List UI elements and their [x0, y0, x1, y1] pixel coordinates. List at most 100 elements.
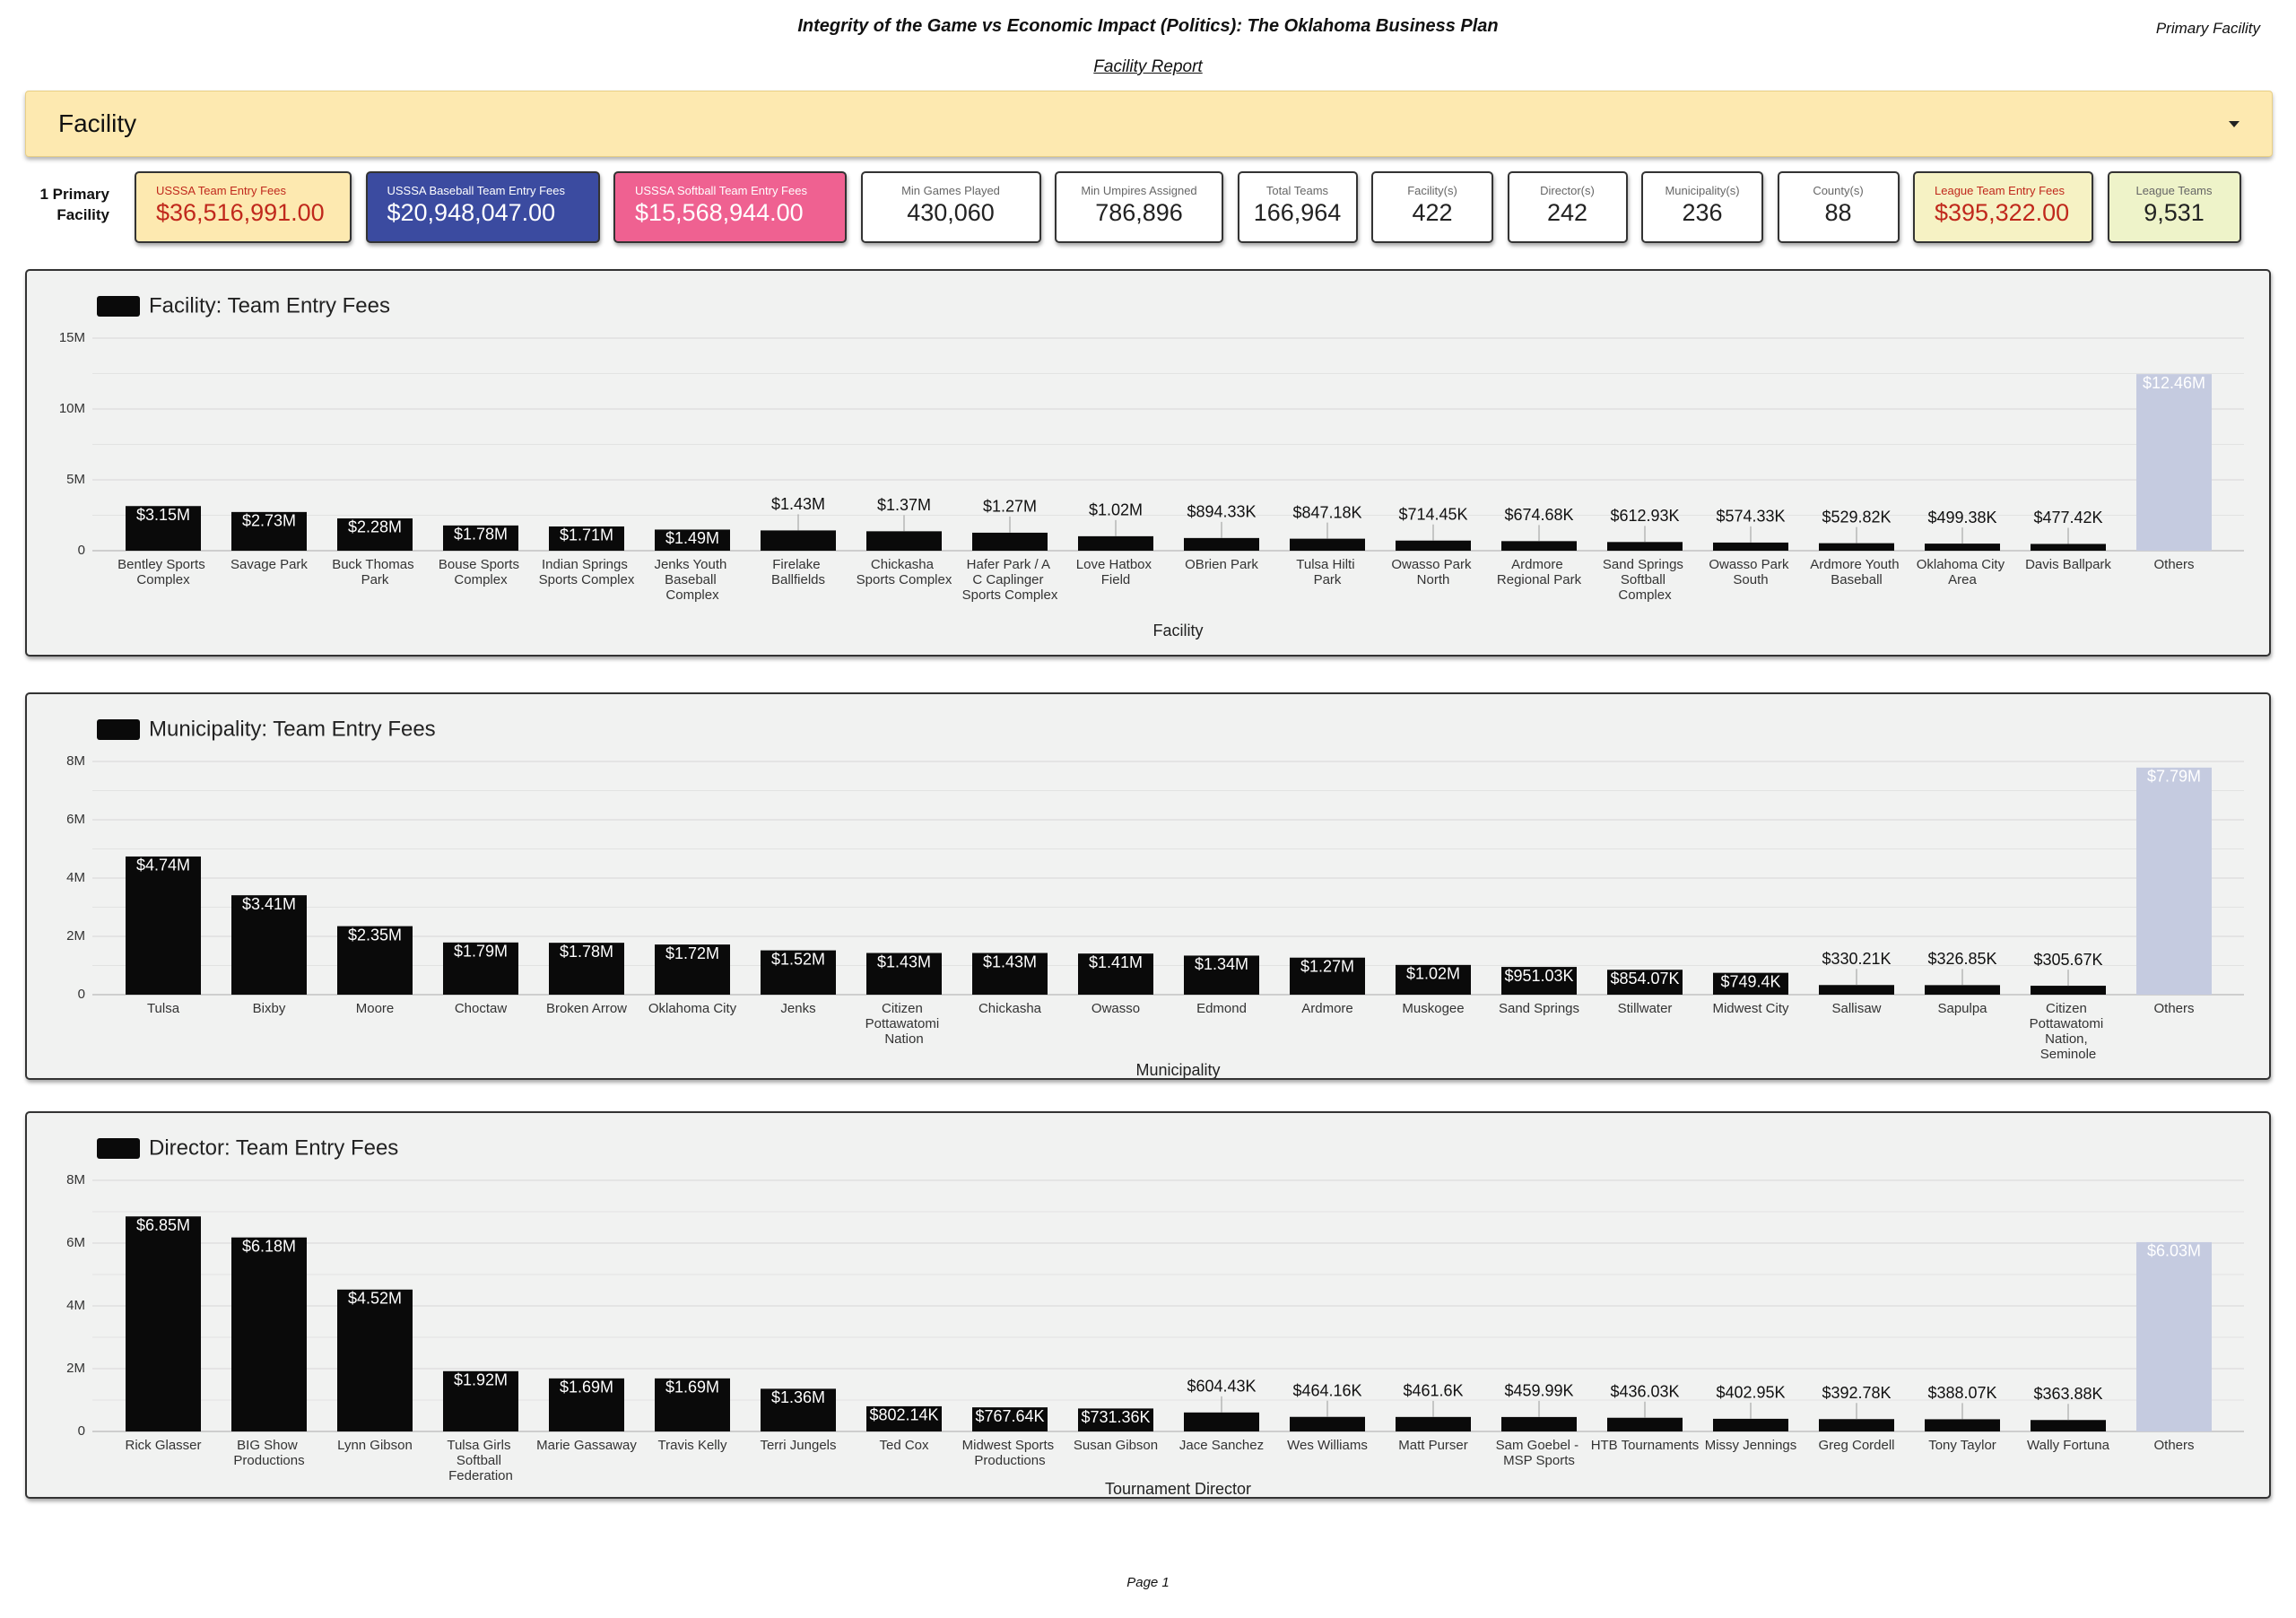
bar [1819, 1419, 1894, 1431]
kpi-value: $15,568,944.00 [635, 199, 804, 226]
bar [443, 942, 518, 995]
x-tick-label: Sapulpa [1937, 1001, 1987, 1016]
value-label: $749.4K [1720, 972, 1780, 990]
kpi-card: County(s) 88 [1777, 171, 1900, 243]
bar [1396, 1416, 1471, 1431]
x-tick-label: Oklahoma City [648, 1001, 737, 1016]
value-label: $305.67K [2033, 951, 2102, 969]
dropdown-caret[interactable] [2229, 121, 2239, 127]
bar [1819, 543, 1894, 551]
bar [337, 1289, 413, 1431]
filter-dropdown[interactable]: Facility [25, 91, 2273, 157]
kpi-card: Director(s) 242 [1507, 171, 1628, 243]
x-tick-label: Greg Cordell [1818, 1438, 1894, 1453]
bar [1501, 541, 1577, 551]
bar [1713, 972, 1788, 995]
bar [972, 953, 1048, 995]
value-label: $604.43K [1187, 1378, 1256, 1396]
value-label: $1.02M [1406, 965, 1460, 983]
bar [549, 943, 624, 995]
value-label: $1.43M [771, 495, 825, 513]
x-tick-label: Oklahoma City Area [1917, 557, 2009, 587]
value-label: $894.33K [1187, 503, 1256, 521]
bar [1925, 1419, 2000, 1431]
value-label: $1.78M [560, 943, 613, 961]
kpi-value: 166,964 [1253, 199, 1342, 226]
x-tick-label: Savage Park [230, 557, 308, 572]
bar [1925, 985, 2000, 995]
x-tick-label: Owasso [1091, 1001, 1140, 1016]
chart: 0 2M 4M 6M 8M Director: Team Entry Fees $6.85M… [66, 1135, 2244, 1497]
x-tick-label: Jenks [780, 1001, 815, 1016]
kpi-value: $20,948,047.00 [387, 199, 556, 226]
x-tick-label: Citizen Pottawatomi Nation, Seminole [2030, 1001, 2108, 1062]
bar [761, 530, 836, 551]
bar [549, 526, 624, 551]
kpi-label: Director(s) [1540, 184, 1595, 197]
bar [1184, 955, 1259, 995]
bar [443, 1370, 518, 1431]
bar [126, 856, 201, 995]
kpi-label: Min Umpires Assigned [1081, 184, 1197, 197]
value-label: $330.21K [1822, 950, 1891, 968]
bar [1607, 542, 1683, 551]
x-tick-label: OBrien Park [1185, 557, 1258, 572]
bar [655, 1378, 730, 1431]
x-tick-label: Bentley Sports Complex [117, 557, 209, 587]
value-label: $2.35M [348, 926, 402, 944]
x-tick-label: Edmond [1196, 1001, 1247, 1016]
bar [2031, 544, 2106, 551]
bar [2031, 986, 2106, 995]
x-tick-label: Ted Cox [879, 1438, 929, 1453]
x-tick-label: Moore [356, 1001, 395, 1016]
page-label: Primary Facility [2155, 20, 2260, 37]
value-label: $529.82K [1822, 508, 1891, 526]
bar [443, 525, 518, 551]
filter-label: Facility [58, 109, 137, 137]
x-tick-label: Owasso Park South [1709, 557, 1792, 587]
x-tick-label: Others [2153, 1438, 2194, 1453]
x-tick-label: Stillwater [1618, 1001, 1673, 1016]
value-label: $854.07K [1610, 970, 1679, 987]
value-label: $1.92M [454, 1371, 508, 1389]
x-tick-label: Missy Jennings [1705, 1438, 1797, 1453]
x-tick-label: Lynn Gibson [337, 1438, 413, 1453]
value-label: $2.28M [348, 518, 402, 536]
bar [1396, 540, 1471, 551]
x-axis-title: Facility [1152, 622, 1203, 639]
x-tick-label: Jenks Youth Baseball Complex [654, 557, 730, 603]
chart-panel: 0 2M 4M 6M 8M Municipality: Team Entry Fees $4… [25, 692, 2271, 1080]
x-tick-label: Marie Gassaway [536, 1438, 637, 1453]
chart: 0 5M 10M 15M Facility: Team Entry Fees $3.15M… [59, 293, 2244, 639]
value-label: $4.74M [136, 857, 190, 874]
legend-label: Director: Team Entry Fees [149, 1135, 398, 1160]
bar [1713, 1418, 1788, 1431]
legend-swatch [97, 296, 140, 317]
y-tick-label: 0 [78, 1423, 85, 1439]
bar [655, 944, 730, 995]
x-tick-label: Tulsa Girls Softball Federation [447, 1438, 514, 1483]
kpi-label: Municipality(s) [1665, 184, 1740, 197]
kpi-label: League Team Entry Fees [1935, 184, 2066, 197]
kpi-card: Min Umpires Assigned 786,896 [1055, 171, 1223, 243]
x-tick-label: Others [2153, 1001, 2194, 1016]
value-label: $4.52M [348, 1290, 402, 1308]
value-label: $1.52M [771, 950, 825, 968]
value-label: $714.45K [1398, 505, 1467, 523]
y-tick-label: 5M [66, 472, 85, 487]
kpi-label: County(s) [1813, 184, 1864, 197]
x-tick-label: Love Hatbox Field [1076, 557, 1155, 587]
kpi-card: USSSA Softball Team Entry Fees $15,568,94… [613, 171, 847, 243]
x-tick-label: Citizen Pottawatomi Nation [865, 1001, 944, 1047]
bar [1396, 964, 1471, 995]
x-tick-label: Choctaw [455, 1001, 508, 1016]
value-label: $388.07K [1927, 1384, 1996, 1402]
kpi-label: Facility(s) [1407, 184, 1457, 197]
y-tick-label: 6M [66, 1235, 85, 1250]
x-tick-label: Sallisaw [1831, 1001, 1881, 1016]
value-label: $1.27M [1300, 957, 1354, 975]
bar [866, 1405, 942, 1431]
x-tick-label: Broken Arrow [546, 1001, 627, 1016]
x-tick-label: Matt Purser [1398, 1438, 1468, 1453]
